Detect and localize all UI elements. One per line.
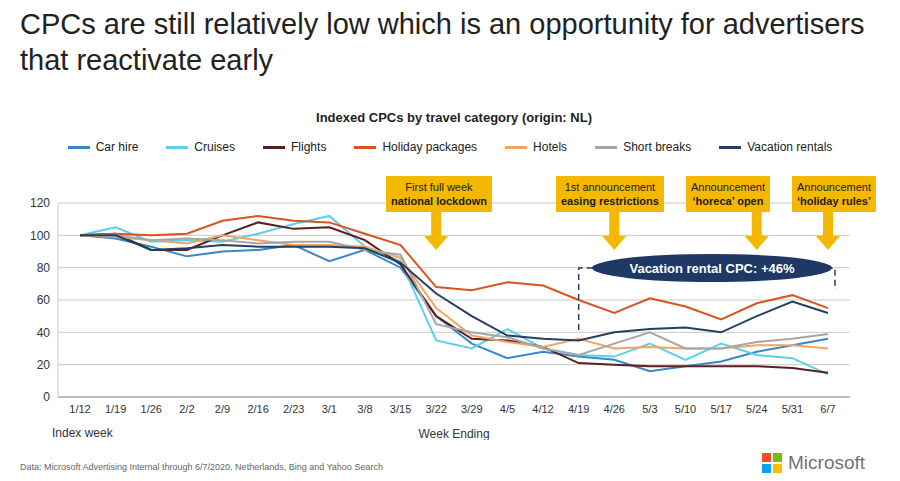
svg-text:3/1: 3/1 [322,403,337,415]
html-text:Vacation rentals: Vacation rentals [747,140,833,154]
svg-text:5/24: 5/24 [746,403,767,415]
svg-text:0: 0 [43,390,50,404]
svg-text:Week Ending: Week Ending [418,427,489,440]
svg-text:3/22: 3/22 [425,403,446,415]
svg-text:5/31: 5/31 [782,403,803,415]
html-text:Cruises: Cruises [194,140,235,154]
svg-text:40: 40 [37,326,51,340]
svg-text:100: 100 [30,229,50,243]
html-text:Microsoft: Microsoft [788,452,866,473]
html-text:Holiday packages: Holiday packages [382,140,478,154]
html-text:First full week: First full week [405,181,473,193]
svg-text:4/19: 4/19 [568,403,589,415]
html-text:‘holiday rules’: ‘holiday rules’ [797,195,871,207]
html-text:national lockdown: national lockdown [391,195,487,207]
html-text:easing restrictions: easing restrictions [561,195,659,207]
svg-text:5/10: 5/10 [675,403,696,415]
html-text:Index week: Index week [52,426,113,440]
svg-text:4/12: 4/12 [532,403,553,415]
svg-text:120: 120 [30,196,50,210]
svg-text:2/16: 2/16 [247,403,268,415]
html-text:Flights: Flights [291,140,327,154]
html-text:Announcement: Announcement [797,181,871,193]
svg-text:2/2: 2/2 [179,403,194,415]
html-text:Indexed CPCs by travel categor: Indexed CPCs by travel category (origin:… [316,110,592,125]
html-text:CPCs are still relatively low: CPCs are still relatively low which is a… [20,8,865,76]
html-text:1st announcement: 1st announcement [564,181,656,193]
svg-text:6/7: 6/7 [820,403,835,415]
svg-text:1/19: 1/19 [105,403,126,415]
svg-text:20: 20 [37,358,51,372]
html-text:Vacation rental CPC: +46%: Vacation rental CPC: +46% [629,260,795,276]
svg-text:4/5: 4/5 [500,403,515,415]
svg-text:4/26: 4/26 [604,403,625,415]
html-text:Car hire: Car hire [95,140,139,154]
svg-text:3/15: 3/15 [390,403,411,415]
svg-text:60: 60 [37,293,51,307]
svg-text:3/29: 3/29 [461,403,482,415]
html-text:‘horeca’ open: ‘horeca’ open [692,195,764,207]
svg-text:1/12: 1/12 [69,403,90,415]
html-text:Data: Microsoft Advertising In: Data: Microsoft Advertising Internal thr… [20,462,383,472]
svg-text:2/23: 2/23 [283,403,304,415]
html-text:Hotels: Hotels [533,140,568,154]
svg-text:5/3: 5/3 [642,403,657,415]
svg-text:1/26: 1/26 [141,403,162,415]
svg-text:2/9: 2/9 [215,403,230,415]
html-text:Short breaks: Short breaks [623,140,692,154]
html-text:Announcement: Announcement [691,181,765,193]
svg-text:80: 80 [37,261,51,275]
svg-text:3/8: 3/8 [357,403,372,415]
svg-text:5/17: 5/17 [710,403,731,415]
